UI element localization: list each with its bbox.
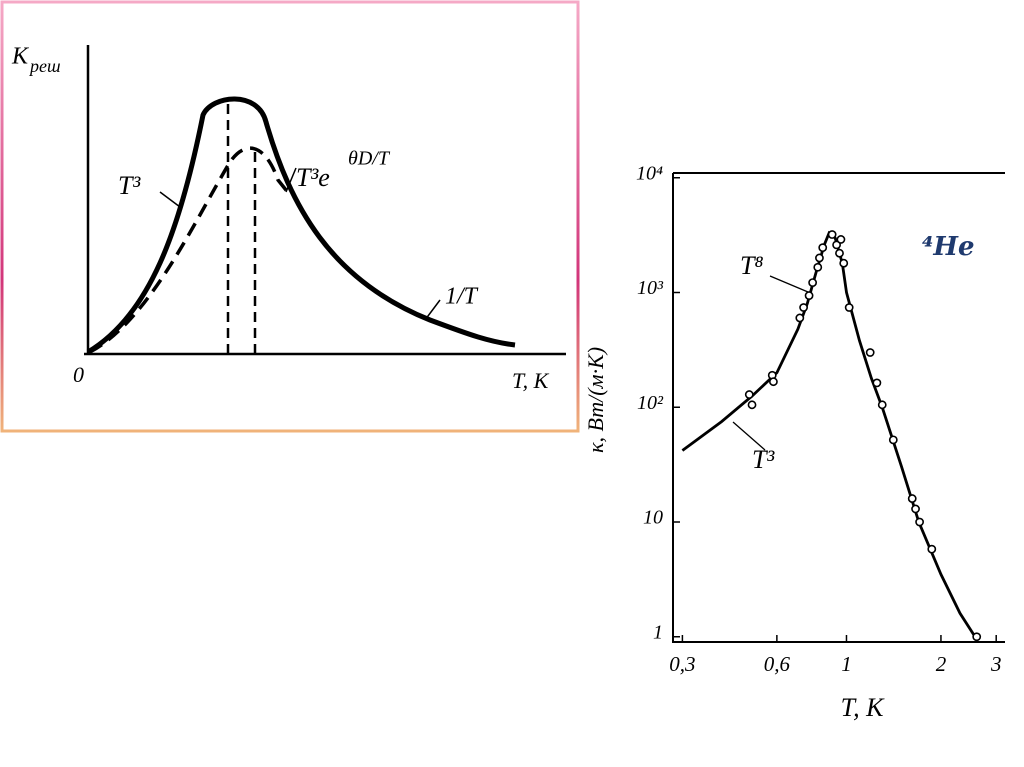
y-tick-label: 10⁴ [636, 162, 663, 184]
log-chart: 1 10 10² 10³ 10⁴ 0,3 0,6 1 2 3 T, K κ, Вт/(м·К) T⁸ T³… [583, 162, 1005, 722]
data-point [865, 348, 875, 357]
x-tick-label: 1 [841, 652, 852, 676]
x-tick-label: 0,3 [669, 652, 695, 676]
data-point [818, 243, 828, 253]
data-point [915, 517, 924, 527]
x-tick-label: 2 [936, 652, 947, 676]
curve [681, 230, 978, 641]
schematic [84, 45, 566, 356]
y-tick-label: 10² [637, 392, 664, 414]
data-point [813, 262, 823, 272]
schematic-leaders [159, 167, 441, 321]
schematic-y-label-sub: реш [28, 56, 61, 76]
data-point [827, 230, 837, 239]
schematic-y-label: K [11, 44, 30, 70]
data-point [808, 278, 818, 287]
annotation: ⁴He [922, 232, 975, 262]
x-tick-label: 3 [990, 652, 1002, 676]
data-point [839, 258, 849, 268]
schematic-label-peak: T³e [296, 163, 330, 192]
data-point [972, 632, 982, 642]
data-point [907, 494, 917, 503]
data-point [927, 544, 937, 554]
y-tick-label: 1 [653, 621, 663, 643]
schematic-axes [84, 45, 566, 356]
axes [672, 172, 1005, 643]
schematic-curve [86, 96, 516, 355]
data-point [747, 400, 757, 410]
data-point [877, 400, 887, 410]
data-point [888, 435, 898, 445]
data-point [835, 248, 844, 258]
data-point [795, 313, 805, 323]
annotation: T³ [752, 445, 775, 474]
figure-frame [0, 0, 580, 433]
data-point [769, 377, 778, 387]
data-point [799, 303, 808, 312]
y-axis-label: κ, Вт/(м·К) [583, 347, 608, 453]
schematic-x-label: T, K [512, 368, 550, 393]
schematic-origin: 0 [73, 362, 84, 387]
data-point [815, 253, 824, 263]
schematic-label-fall: 1/T [445, 284, 479, 310]
schematic-peak-lines [226, 102, 257, 354]
schematic-dashed-curve [89, 146, 292, 354]
data-point [832, 240, 841, 250]
data-point [911, 504, 920, 514]
x-tick-label: 0,6 [764, 652, 791, 676]
annotation-leaders [732, 275, 809, 451]
schematic-label-rise: T³ [118, 171, 141, 200]
annotation: T⁸ [740, 251, 764, 280]
data-point [836, 235, 846, 244]
data-point [804, 291, 814, 300]
y-tick-label: 10³ [637, 277, 664, 299]
x-axis-label: T, K [841, 693, 886, 722]
data-point [872, 378, 882, 388]
data-point [744, 390, 754, 399]
data-point [844, 303, 854, 312]
y-tick-label: 10 [643, 507, 663, 529]
schematic-label-peak-exp: θD/T [348, 148, 391, 170]
